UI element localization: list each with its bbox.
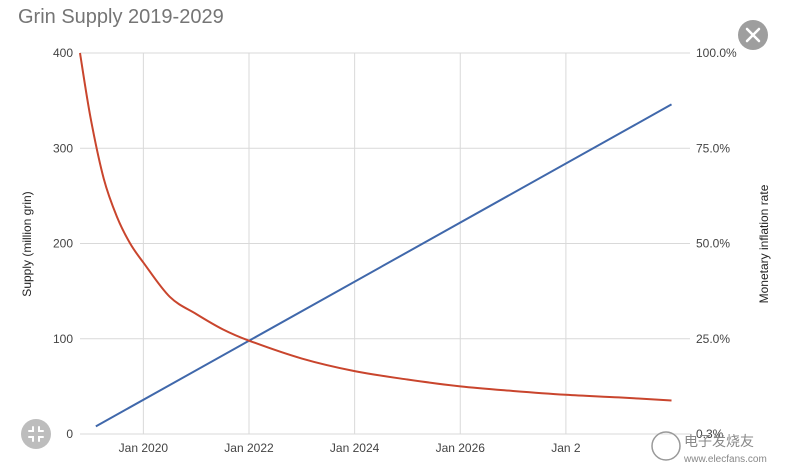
y2-tick-label: 0.3%: [696, 427, 724, 441]
x-tick-label: Jan 2: [551, 441, 581, 455]
y-tick-label: 200: [53, 237, 73, 251]
x-tick-label: Jan 2024: [330, 441, 380, 455]
x-tick-label: Jan 2026: [436, 441, 486, 455]
gridlines: [80, 52, 690, 435]
expand-icon: [28, 426, 44, 442]
y-tick-label: 100: [53, 332, 73, 346]
y2-axis-title: Monetary inflation rate: [757, 184, 771, 303]
y2-tick-label: 100.0%: [696, 46, 737, 60]
y2-tick-label: 50.0%: [696, 237, 730, 251]
inflation-line: [79, 52, 672, 402]
watermark-logo: 电子发烧友 www.elecfans.com: [648, 424, 788, 470]
tick-labels: 0 0.3% 100 25.0% 200 50.0% 300 75.0% 400 100.0% Ja…: [53, 46, 737, 455]
x-tick-label: Jan 2022: [224, 441, 274, 455]
supply-line: [95, 103, 673, 428]
y-tick-label: 300: [53, 141, 73, 155]
watermark-url: www.elecfans.com: [683, 454, 767, 465]
y2-tick-label: 25.0%: [696, 332, 730, 346]
expand-button[interactable]: [21, 419, 51, 449]
watermark-graphic: 电子发烧友 www.elecfans.com: [651, 431, 767, 465]
y-tick-label: 0: [66, 427, 73, 441]
close-icon: [745, 27, 761, 43]
y-tick-label: 400: [53, 46, 73, 60]
close-button[interactable]: [738, 20, 768, 50]
y2-tick-label: 75.0%: [696, 141, 730, 155]
x-tick-label: Jan 2020: [119, 441, 169, 455]
series-lines: [79, 52, 673, 428]
watermark-text: 电子发烧友: [684, 434, 754, 450]
chart-title: Grin Supply 2019-2029: [18, 6, 224, 28]
y-axis-title: Supply (million grin): [20, 191, 34, 296]
